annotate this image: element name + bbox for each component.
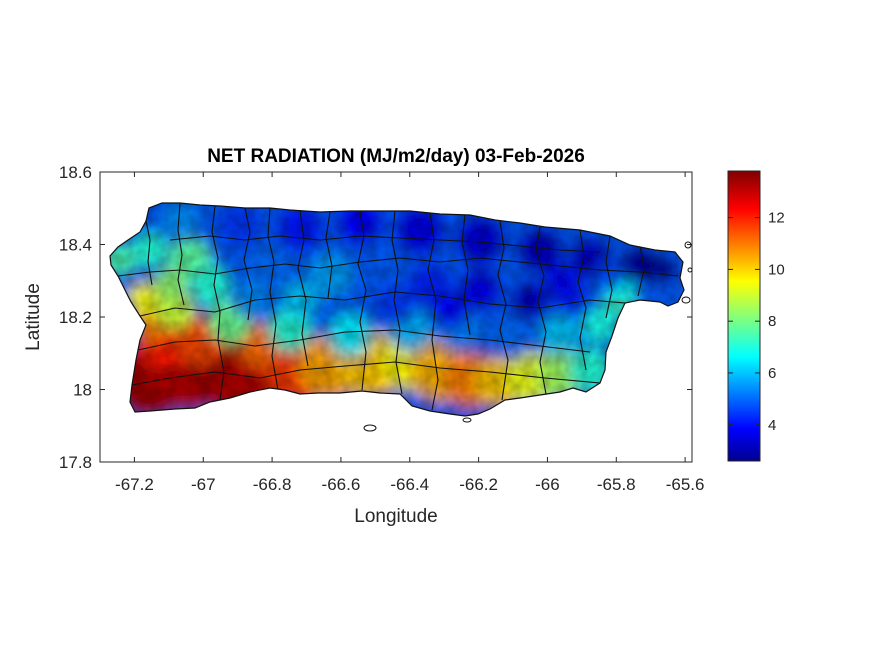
- municipal-border: [637, 244, 645, 297]
- x-axis-label: Longitude: [354, 506, 437, 527]
- municipal-border: [243, 207, 253, 321]
- radiation-field: [110, 203, 684, 416]
- municipal-border: [117, 257, 679, 277]
- islet: [462, 417, 472, 423]
- municipal-border: [325, 211, 333, 299]
- colorbar: [727, 170, 761, 462]
- coastline: [109, 202, 685, 417]
- x-tick-label: -65.8: [597, 475, 636, 494]
- municipal-borders: [117, 203, 679, 411]
- x-tick-label: -66.8: [253, 475, 292, 494]
- municipal-border: [169, 235, 601, 253]
- municipal-border: [177, 203, 185, 306]
- chart-title: NET RADIATION (MJ/m2/day) 03-Feb-2026: [207, 146, 585, 167]
- colorbar-ticks: 4 6 8 10 12: [728, 210, 785, 434]
- municipal-border: [461, 214, 471, 336]
- y-tick-label: 18.2: [59, 308, 92, 327]
- municipal-border: [267, 207, 279, 391]
- field-texture: [110, 203, 684, 416]
- colorbar-tick-label: 12: [768, 210, 785, 227]
- municipal-border: [605, 235, 613, 319]
- y-tick-label: 17.8: [59, 453, 92, 472]
- y-tick-label: 18.6: [59, 163, 92, 182]
- colorbar-tick-label: 8: [768, 313, 776, 330]
- x-tick-label: -67.2: [115, 475, 154, 494]
- municipal-border: [139, 291, 626, 317]
- y-axis-label: Latitude: [23, 283, 44, 351]
- x-tick-label: -66: [535, 475, 560, 494]
- x-tick-label: -66.2: [459, 475, 498, 494]
- y-tick-label: 18: [73, 381, 92, 400]
- islet: [363, 424, 377, 432]
- y-axis-ticks: 18.6 18.4 18.2 18 17.8: [59, 163, 692, 472]
- municipal-border: [145, 220, 153, 286]
- colorbar-tick-label: 10: [768, 261, 785, 278]
- colorbar-tick-label: 4: [768, 417, 776, 434]
- islet: [687, 267, 693, 273]
- municipal-border: [137, 329, 591, 353]
- municipal-border: [131, 361, 601, 386]
- y-tick-label: 18.4: [59, 236, 92, 255]
- x-tick-label: -66.6: [322, 475, 361, 494]
- x-tick-label: -65.6: [666, 475, 705, 494]
- municipal-border: [497, 220, 509, 401]
- x-tick-label: -67: [191, 475, 216, 494]
- islet: [681, 296, 691, 304]
- x-axis-ticks: -67.2 -67 -66.8 -66.6 -66.4 -66.2 -66 -65.8 -65.…: [115, 172, 704, 494]
- municipal-border: [535, 226, 547, 395]
- x-tick-label: -66.4: [390, 475, 429, 494]
- colorbar-tick-label: 6: [768, 365, 776, 382]
